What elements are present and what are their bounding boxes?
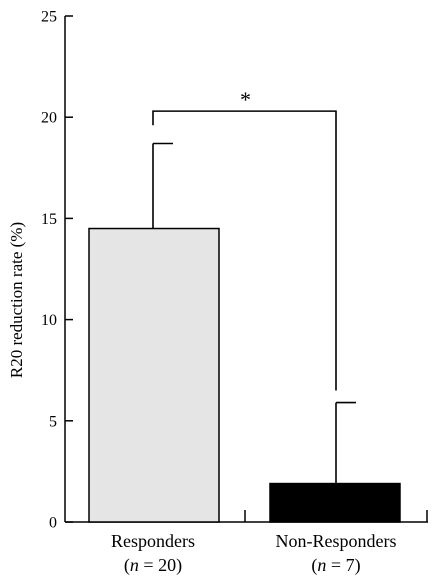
category-n-label: (n = 7)	[311, 555, 360, 576]
bar-responders	[88, 227, 220, 523]
significance-bracket-line	[152, 110, 337, 391]
significance-mark: *	[240, 87, 251, 112]
error-bars	[152, 142, 356, 484]
y-axis-title: R20 reduction rate (%)	[7, 222, 26, 378]
y-tick-label: 25	[41, 9, 57, 26]
y-tick-label: 20	[41, 110, 57, 127]
significance-bracket: *	[152, 87, 337, 391]
bars	[88, 227, 401, 523]
y-axis-ticks: 0 5 10 15 20 25	[41, 9, 73, 532]
category-label: Non-Responders	[276, 531, 397, 551]
category-label: Responders	[111, 531, 195, 551]
y-tick-label: 10	[41, 312, 57, 329]
bar-non-responders	[269, 482, 401, 523]
category-labels: Responders (n = 20) Non-Responders (n = 7)	[111, 531, 396, 576]
y-tick-label: 15	[41, 211, 57, 228]
y-tick-label: 5	[49, 413, 57, 430]
y-tick-label: 0	[49, 515, 57, 532]
category-n-label: (n = 20)	[124, 555, 182, 576]
